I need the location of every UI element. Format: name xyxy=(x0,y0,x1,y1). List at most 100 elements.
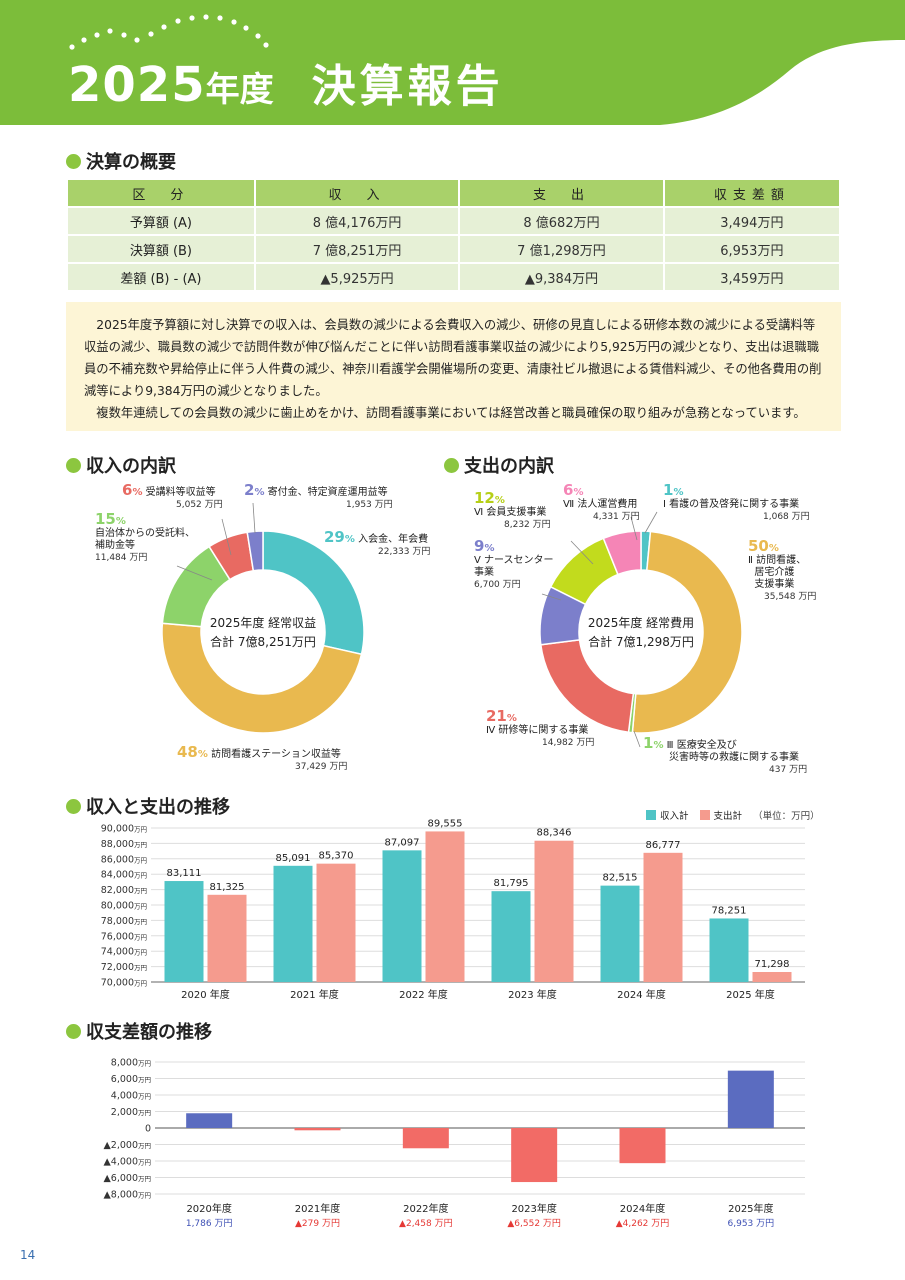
bar-income xyxy=(164,881,204,982)
section-title: 収支差額の推移 xyxy=(86,1022,212,1043)
bar-value-label: 86,777 xyxy=(646,840,681,851)
income-label-municipal: 15% 自治体からの受託料、 補助金等 11,484 万円 xyxy=(95,510,195,564)
y-tick-label: 72,000万円 xyxy=(101,962,147,973)
section-heading-expense-breakdown: 支出の内訳 xyxy=(444,452,554,478)
table-cell: 3,459万円 xyxy=(664,264,839,290)
income-label-donation: 2% 寄付金、特定資産運用益等 1,953 万円 xyxy=(244,481,393,511)
bar-income xyxy=(709,918,749,982)
y-tick-label: 74,000万円 xyxy=(101,947,147,958)
balance-value-label: 6,953 万円 xyxy=(728,1218,775,1229)
header-cell: 収支差額 xyxy=(664,180,839,206)
bar-expense xyxy=(316,863,356,982)
balance-value-label: ▲279 万円 xyxy=(295,1218,340,1229)
bar-value-label: 81,325 xyxy=(210,882,245,893)
table-cell: 6,953万円 xyxy=(664,236,839,262)
leader-line xyxy=(541,593,562,601)
bar-income xyxy=(491,891,531,982)
y-tick-label: 86,000万円 xyxy=(101,854,147,865)
leader-line xyxy=(252,502,256,534)
income-slice xyxy=(246,530,264,572)
table-row: 予算額 (A) 8 億4,176万円 8 億682万円 3,494万円 xyxy=(68,208,839,234)
x-tick-label: 2024年度 xyxy=(620,1202,665,1215)
slice-label: 受講料等収益等 xyxy=(145,487,216,498)
table-row: 差額 (B) - (A) ▲5,925万円 ▲9,384万円 3,459万円 xyxy=(68,264,839,290)
y-tick-label: 76,000万円 xyxy=(101,931,147,942)
legend-swatch-expense xyxy=(699,810,710,820)
bar-expense xyxy=(425,831,465,982)
slice-label: 入会金、年会費 xyxy=(358,534,429,545)
expense-label-5: 9% Ⅴ ナースセンター 事業 6,700 万円 xyxy=(474,537,554,591)
table-cell: ▲9,384万円 xyxy=(460,264,663,290)
leader-line xyxy=(630,516,638,541)
balance-bar xyxy=(511,1128,558,1183)
expense-label-2: 50% Ⅱ 訪問看護、 居宅介護 支援事業 35,548 万円 xyxy=(748,537,817,603)
section-heading-balance: 収支差額の推移 xyxy=(66,1018,212,1044)
bar-value-label: 89,555 xyxy=(428,818,463,829)
y-tick-label: 88,000万円 xyxy=(101,839,147,850)
y-tick-label: 4,000万円 xyxy=(111,1091,151,1102)
balance-value-label: ▲2,458 万円 xyxy=(399,1218,453,1229)
table-cell: 7 億8,251万円 xyxy=(255,236,459,262)
bar-expense xyxy=(534,840,574,982)
balance-bar xyxy=(186,1113,233,1128)
balance-bar xyxy=(727,1070,774,1128)
section-heading-income-breakdown: 収入の内訳 xyxy=(66,452,176,478)
y-tick-label: 84,000万円 xyxy=(101,870,147,881)
section-heading-trend: 収入と支出の推移 xyxy=(66,793,230,819)
title-year: 2025 xyxy=(68,57,206,113)
y-tick-label: ▲6,000万円 xyxy=(103,1173,151,1184)
balance-value-label: ▲4,262 万円 xyxy=(616,1218,670,1229)
balance-value-label: 1,786 万円 xyxy=(186,1218,233,1229)
income-center-line2: 合計 7億8,251万円 xyxy=(210,635,316,649)
bar-income xyxy=(382,850,422,982)
bullet-dot-icon xyxy=(66,1024,81,1039)
slice-label: Ⅵ 会員支援事業 xyxy=(474,507,547,518)
table-cell: 3,494万円 xyxy=(664,208,839,234)
bullet-dot-icon xyxy=(444,458,459,473)
expense-label-3: 1% Ⅲ 医療安全及び 災害時等の救護に関する事業 437 万円 xyxy=(643,734,808,776)
x-tick-label: 2024 年度 xyxy=(617,988,666,1001)
y-tick-label: 82,000万円 xyxy=(101,885,147,896)
income-center-label: 2025年度 経常収益 合計 7億8,251万円 xyxy=(188,614,338,652)
income-label-visiting-nursing: 48% 訪問看護ステーション収益等 37,429 万円 xyxy=(177,743,348,773)
leader-line xyxy=(221,518,232,556)
leader-line xyxy=(644,511,658,534)
bar-value-label: 87,097 xyxy=(385,837,420,848)
leader-line xyxy=(570,540,594,565)
slice-label: Ⅶ 法人運営費用 xyxy=(563,499,638,510)
section-title: 決算の概要 xyxy=(86,152,176,173)
expense-center-line1: 2025年度 経常費用 xyxy=(587,616,695,630)
expense-center-label: 2025年度 経常費用 合計 7億1,298万円 xyxy=(566,614,716,652)
legend-income-label: 収入計 xyxy=(660,811,689,822)
x-tick-label: 2022年度 xyxy=(403,1202,448,1215)
bar-value-label: 71,298 xyxy=(755,959,790,970)
bar-value-label: 85,370 xyxy=(319,851,354,862)
expense-label-6: 12% Ⅵ 会員支援事業 8,232 万円 xyxy=(474,489,551,531)
slice-label: 寄付金、特定資産運用益等 xyxy=(267,487,388,498)
bullet-dot-icon xyxy=(66,458,81,473)
unit-label: （単位：万円） xyxy=(753,811,820,822)
x-tick-label: 2023 年度 xyxy=(508,988,557,1001)
expense-label-4: 21% Ⅳ 研修等に関する事業 14,982 万円 xyxy=(486,707,595,749)
x-tick-label: 2020 年度 xyxy=(181,988,230,1001)
bar-value-label: 85,091 xyxy=(276,853,311,864)
expense-center-line2: 合計 7億1,298万円 xyxy=(588,635,694,649)
table-cell: 7 億1,298万円 xyxy=(460,236,663,262)
bar-value-label: 78,251 xyxy=(712,905,747,916)
expense-label-7: 6% Ⅶ 法人運営費用 4,331 万円 xyxy=(563,481,640,523)
note-paragraph: 複数年連続しての会員数の減少に歯止めをかけ、訪問看護事業においては経営改善と職員… xyxy=(96,406,806,420)
title-main: 決算報告 xyxy=(311,61,504,112)
slice-label: 訪問看護ステーション収益等 xyxy=(211,749,341,760)
balance-bar xyxy=(402,1128,449,1149)
x-tick-label: 2021 年度 xyxy=(290,988,339,1001)
balance-bar xyxy=(294,1128,341,1131)
x-tick-label: 2025 年度 xyxy=(726,988,775,1001)
section-heading-summary: 決算の概要 xyxy=(66,148,176,174)
x-tick-label: 2025年度 xyxy=(728,1202,773,1215)
y-tick-label: 0 xyxy=(145,1124,151,1135)
bar-income xyxy=(273,865,313,982)
y-tick-label: 80,000万円 xyxy=(101,901,147,912)
